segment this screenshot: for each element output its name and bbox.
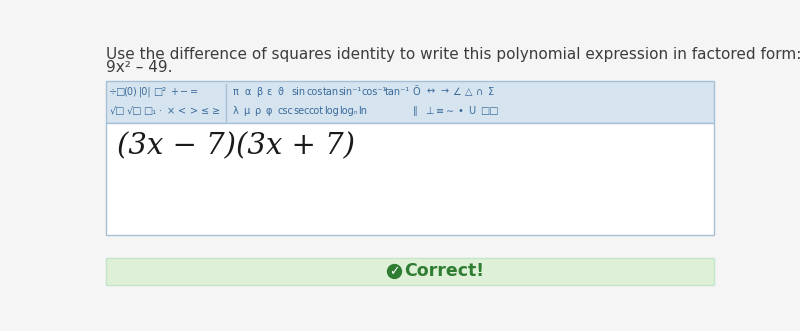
Text: ϑ: ϑ bbox=[278, 87, 283, 97]
Text: β: β bbox=[256, 87, 262, 97]
Text: ρ: ρ bbox=[254, 106, 261, 116]
Text: ÷□: ÷□ bbox=[110, 87, 126, 97]
Text: ∥: ∥ bbox=[412, 106, 418, 116]
Text: cos: cos bbox=[307, 87, 323, 97]
Text: √□: √□ bbox=[126, 106, 142, 116]
Text: tan: tan bbox=[322, 87, 338, 97]
Text: →: → bbox=[440, 87, 448, 97]
Text: □₁: □₁ bbox=[142, 106, 156, 116]
Text: |0|: |0| bbox=[138, 87, 151, 97]
Text: log: log bbox=[324, 106, 338, 116]
Text: ∠: ∠ bbox=[453, 87, 462, 97]
Text: π: π bbox=[233, 87, 238, 97]
Text: sin: sin bbox=[291, 87, 306, 97]
Text: 9x² – 49.: 9x² – 49. bbox=[106, 60, 173, 75]
Text: α: α bbox=[245, 87, 251, 97]
Text: ·: · bbox=[159, 106, 162, 116]
FancyBboxPatch shape bbox=[106, 258, 714, 285]
Text: ε: ε bbox=[266, 87, 272, 97]
Circle shape bbox=[387, 264, 402, 278]
Text: tan⁻¹: tan⁻¹ bbox=[385, 87, 410, 97]
Text: cos⁻¹: cos⁻¹ bbox=[361, 87, 386, 97]
Text: −: − bbox=[180, 87, 188, 97]
Text: Correct!: Correct! bbox=[405, 262, 485, 280]
Text: (0): (0) bbox=[123, 87, 137, 97]
Text: csc: csc bbox=[278, 106, 294, 116]
Text: □²: □² bbox=[153, 87, 166, 97]
Text: ✓: ✓ bbox=[390, 265, 400, 278]
Text: <: < bbox=[178, 106, 186, 116]
Text: cot: cot bbox=[309, 106, 323, 116]
FancyBboxPatch shape bbox=[106, 123, 714, 235]
Text: ln: ln bbox=[358, 106, 367, 116]
Text: λ: λ bbox=[233, 106, 238, 116]
Text: □□: □□ bbox=[481, 106, 499, 116]
Text: U: U bbox=[468, 106, 475, 116]
Text: ≥: ≥ bbox=[211, 106, 220, 116]
Text: sec: sec bbox=[293, 106, 310, 116]
Text: ∼: ∼ bbox=[446, 106, 454, 116]
Text: >: > bbox=[190, 106, 198, 116]
Text: Õ: Õ bbox=[412, 87, 420, 97]
Text: ≡: ≡ bbox=[435, 106, 444, 116]
Text: φ: φ bbox=[265, 106, 271, 116]
Text: =: = bbox=[190, 87, 198, 97]
Text: (3x − 7)(3x + 7): (3x − 7)(3x + 7) bbox=[117, 132, 355, 160]
Text: Use the difference of squares identity to write this polynomial expression in fa: Use the difference of squares identity t… bbox=[106, 47, 800, 63]
Text: logₙ: logₙ bbox=[339, 106, 358, 116]
Text: μ: μ bbox=[243, 106, 250, 116]
Text: •: • bbox=[458, 106, 463, 116]
Text: △: △ bbox=[465, 87, 473, 97]
Text: √□: √□ bbox=[110, 106, 125, 116]
Text: ∩: ∩ bbox=[476, 87, 483, 97]
Text: ×: × bbox=[166, 106, 174, 116]
Text: ≤: ≤ bbox=[201, 106, 209, 116]
Text: Σ: Σ bbox=[488, 87, 494, 97]
Text: ⊥: ⊥ bbox=[425, 106, 434, 116]
Text: sin⁻¹: sin⁻¹ bbox=[338, 87, 361, 97]
Text: ↔: ↔ bbox=[426, 87, 434, 97]
FancyBboxPatch shape bbox=[106, 81, 714, 123]
Text: +: + bbox=[170, 87, 178, 97]
